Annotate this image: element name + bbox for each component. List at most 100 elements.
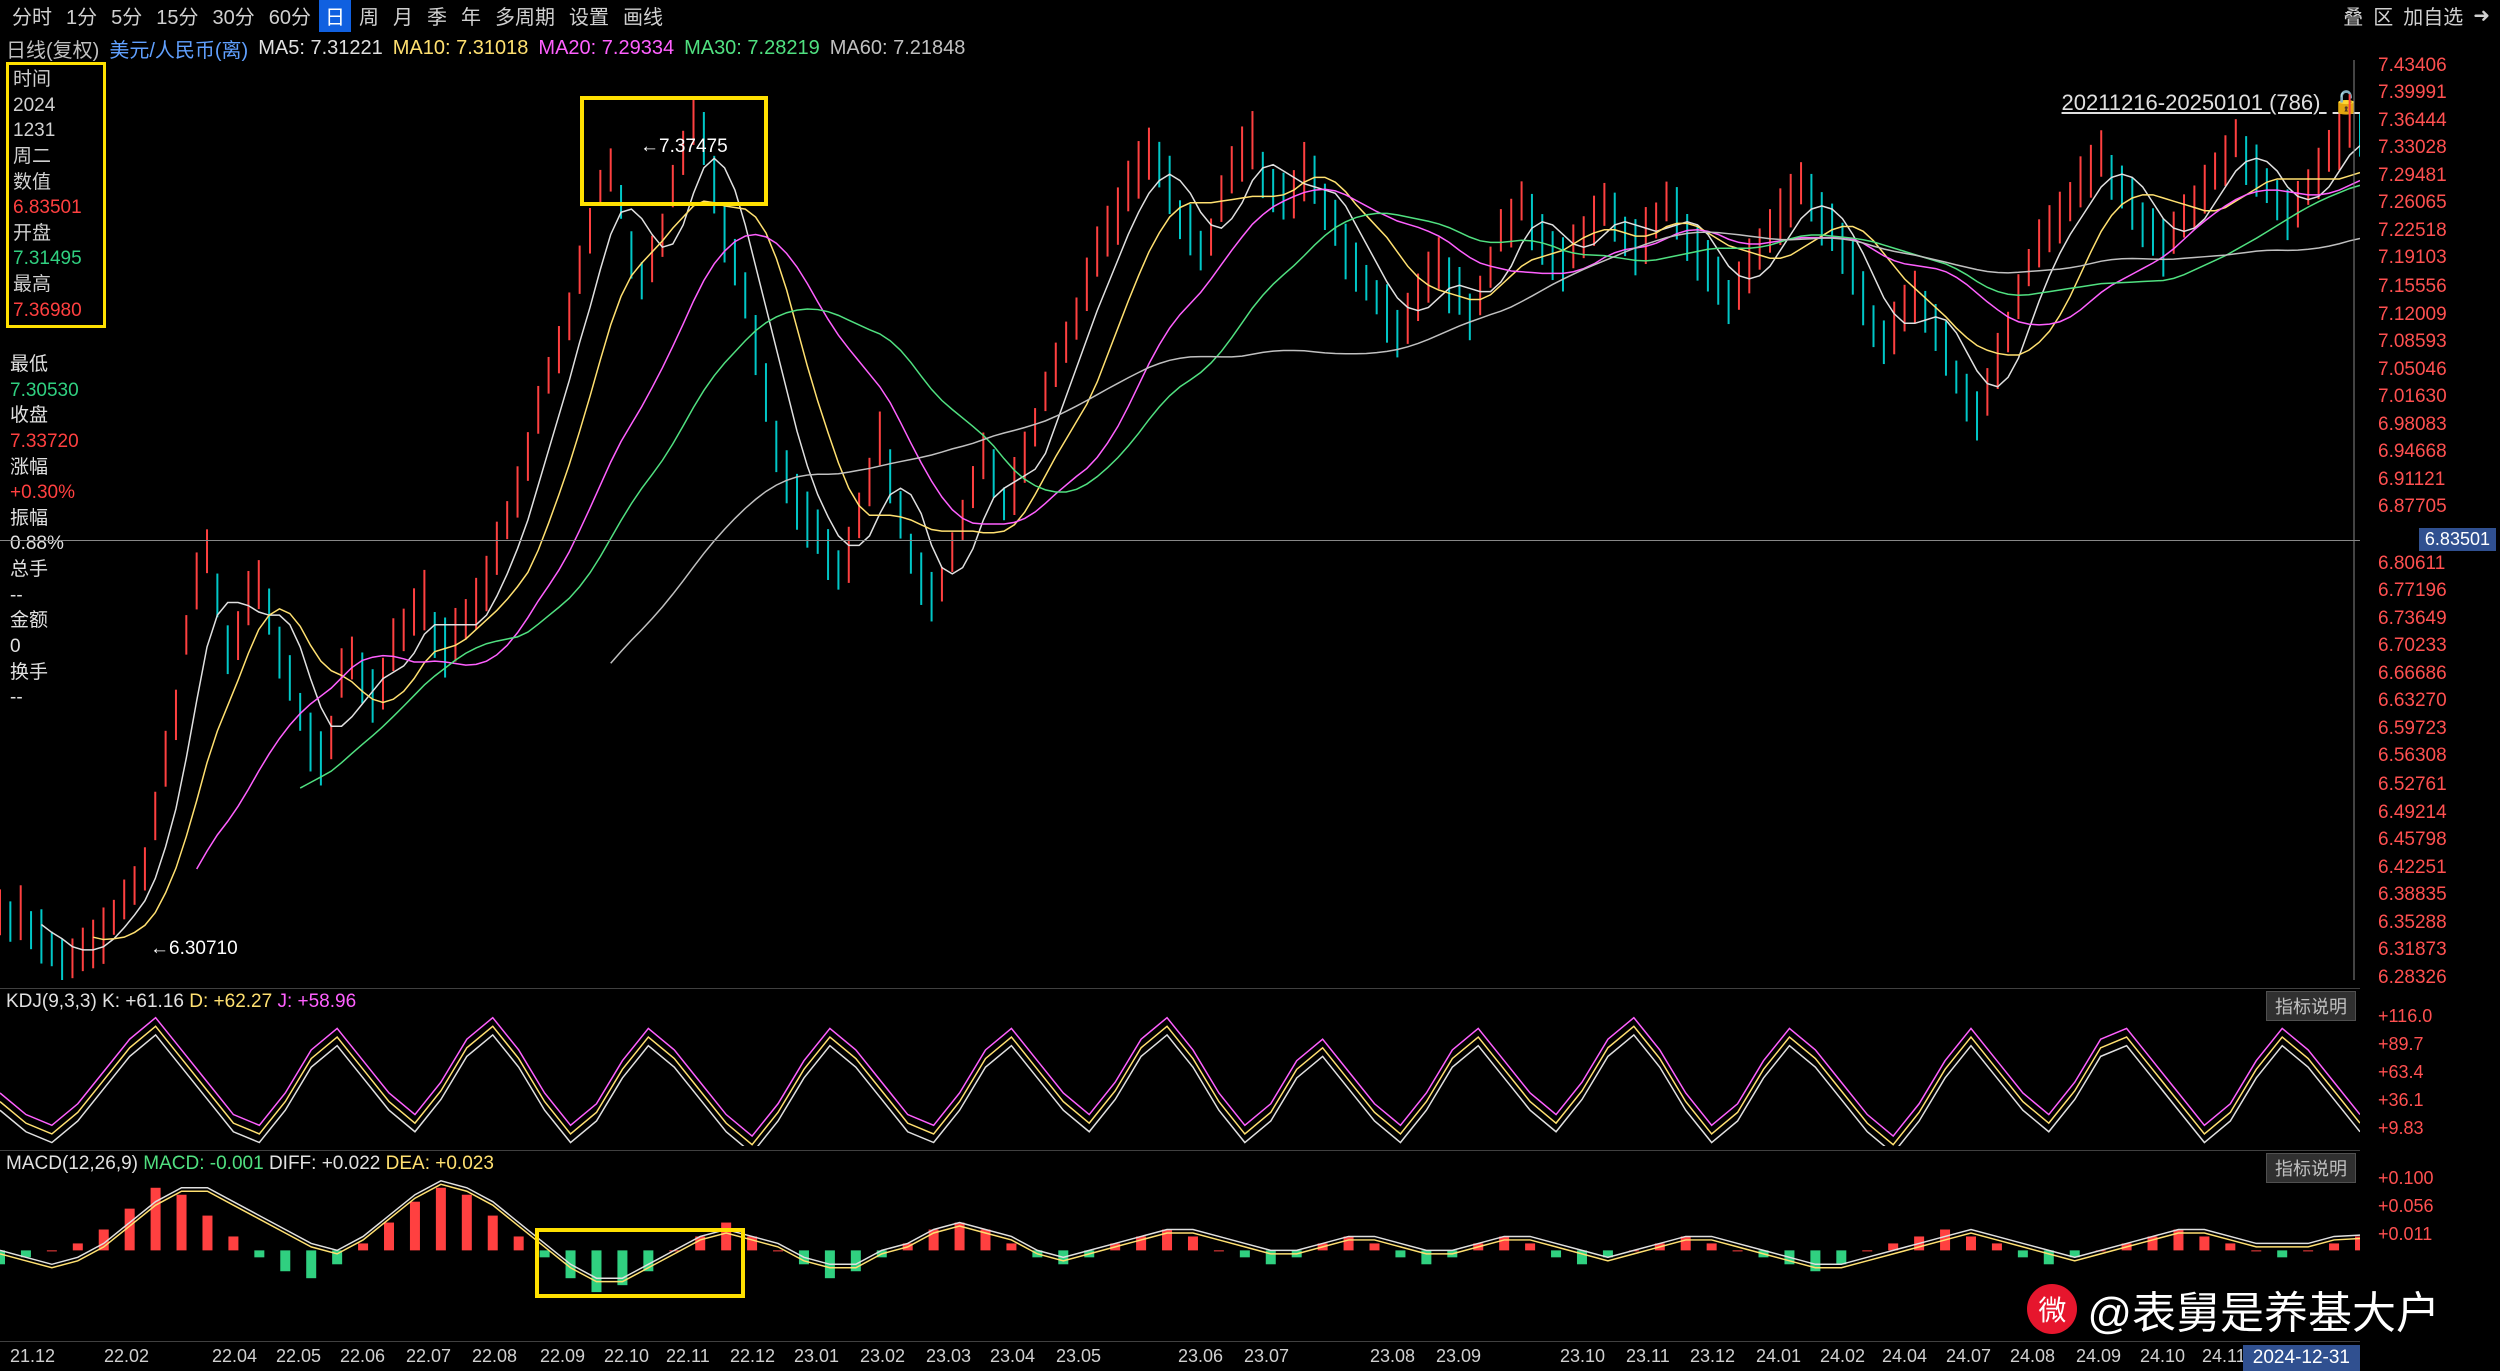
price-tick: 7.29481 xyxy=(2378,165,2447,187)
price-tick: 6.52761 xyxy=(2378,774,2447,796)
price-tick: 6.31873 xyxy=(2378,939,2447,961)
chart-header: 日线(复权) 美元/人民币(离) MA5: 7.31221 MA10: 7.31… xyxy=(6,34,965,63)
crosshair-date: 2024-12-31 xyxy=(2243,1345,2360,1371)
x-tick: 24.10 xyxy=(2140,1346,2185,1367)
x-tick: 23.10 xyxy=(1560,1346,1605,1367)
price-tick: 6.56308 xyxy=(2378,745,2447,767)
price-chart[interactable] xyxy=(0,60,2360,980)
price-annotation: ←6.30710 xyxy=(150,938,238,960)
x-tick: 22.05 xyxy=(276,1346,321,1367)
x-tick: 22.06 xyxy=(340,1346,385,1367)
x-tick: 23.01 xyxy=(794,1346,839,1367)
price-tick: 6.59723 xyxy=(2378,718,2447,740)
timeframe-画线[interactable]: 画线 xyxy=(617,0,669,32)
weibo-icon: 微 xyxy=(2027,1284,2077,1334)
timeframe-日[interactable]: 日 xyxy=(319,0,351,32)
kdj-panel[interactable]: KDJ(9,3,3) K: +61.16 D: +62.27 J: +58.96… xyxy=(0,988,2360,1146)
price-tick: 7.15556 xyxy=(2378,276,2447,298)
x-tick: 23.11 xyxy=(1626,1346,1670,1367)
timeframe-15分[interactable]: 15分 xyxy=(150,0,204,32)
crosshair-horizontal xyxy=(0,540,2360,541)
x-tick: 22.12 xyxy=(730,1346,775,1367)
kdj-tick: +36.1 xyxy=(2378,1090,2424,1111)
x-tick: 22.07 xyxy=(406,1346,451,1367)
price-tick: 7.43406 xyxy=(2378,55,2447,77)
macd-tick: +0.056 xyxy=(2378,1196,2434,1217)
x-tick: 23.07 xyxy=(1244,1346,1289,1367)
price-tick: 7.36444 xyxy=(2378,110,2447,132)
price-tick: 7.01630 xyxy=(2378,386,2447,408)
x-tick: 23.08 xyxy=(1370,1346,1415,1367)
x-tick: 24.04 xyxy=(1882,1346,1927,1367)
x-axis: 21.1222.0222.0422.0522.0622.0722.0822.09… xyxy=(0,1341,2360,1371)
price-tick: 6.87705 xyxy=(2378,496,2447,518)
x-tick: 24.09 xyxy=(2076,1346,2121,1367)
timeframe-设置[interactable]: 设置 xyxy=(563,0,615,32)
x-tick: 23.09 xyxy=(1436,1346,1481,1367)
price-tick: 7.08593 xyxy=(2378,331,2447,353)
toolbar-区[interactable]: 区 xyxy=(2373,1,2393,30)
weibo-watermark: 微 @表舅是养基大户 xyxy=(2027,1277,2440,1341)
macd-panel[interactable]: MACD(12,26,9) MACD: -0.001 DIFF: +0.022 … xyxy=(0,1150,2360,1310)
price-tick: 7.12009 xyxy=(2378,304,2447,326)
macd-tick: +0.100 xyxy=(2378,1168,2434,1189)
toolbar-叠[interactable]: 叠 xyxy=(2343,1,2363,30)
x-tick: 24.02 xyxy=(1820,1346,1865,1367)
price-tick: 6.94668 xyxy=(2378,441,2447,463)
timeframe-分时[interactable]: 分时 xyxy=(6,0,58,32)
x-tick: 24.07 xyxy=(1946,1346,1991,1367)
price-tick: 6.49214 xyxy=(2378,802,2447,824)
timeframe-1分[interactable]: 1分 xyxy=(60,0,103,32)
timeframe-5分[interactable]: 5分 xyxy=(105,0,148,32)
x-tick: 22.10 xyxy=(604,1346,649,1367)
x-tick: 23.02 xyxy=(860,1346,905,1367)
price-tick: 6.91121 xyxy=(2378,469,2445,491)
timeframe-月[interactable]: 月 xyxy=(387,0,419,32)
toolbar-加自选[interactable]: 加自选 xyxy=(2403,1,2463,30)
price-y-axis: 7.434067.399917.364447.330287.294817.260… xyxy=(2370,60,2500,980)
x-tick: 22.04 xyxy=(212,1346,257,1367)
price-tick: 7.39991 xyxy=(2378,82,2447,104)
price-tick: 6.28326 xyxy=(2378,967,2447,989)
price-tick: 6.77196 xyxy=(2378,580,2447,602)
toolbar-right: 叠区加自选 ➜ xyxy=(2343,0,2490,30)
x-tick: 23.12 xyxy=(1690,1346,1735,1367)
x-tick: 22.11 xyxy=(666,1346,710,1367)
price-tick: 6.42251 xyxy=(2378,857,2447,879)
x-tick: 24.01 xyxy=(1756,1346,1801,1367)
timeframe-周[interactable]: 周 xyxy=(353,0,385,32)
price-tick: 7.26065 xyxy=(2378,192,2447,214)
price-tick: 6.70233 xyxy=(2378,635,2447,657)
x-tick: 23.05 xyxy=(1056,1346,1101,1367)
x-tick: 22.09 xyxy=(540,1346,585,1367)
macd-tick: +0.011 xyxy=(2378,1224,2432,1245)
timeframe-多周期[interactable]: 多周期 xyxy=(489,0,561,32)
timeframe-季[interactable]: 季 xyxy=(421,0,453,32)
timeframe-30分[interactable]: 30分 xyxy=(207,0,261,32)
crosshair-price: 6.83501 xyxy=(2419,528,2496,551)
kdj-chart xyxy=(0,989,2360,1146)
chart-symbol: 美元/人民币(离) xyxy=(109,34,248,63)
price-tick: 6.98083 xyxy=(2378,414,2447,436)
x-tick: 23.03 xyxy=(926,1346,971,1367)
price-tick: 6.38835 xyxy=(2378,884,2447,906)
kdj-tick: +63.4 xyxy=(2378,1062,2424,1083)
kdj-tick: +89.7 xyxy=(2378,1034,2424,1055)
price-tick: 7.05046 xyxy=(2378,359,2447,381)
ma30-label: MA30: 7.28219 xyxy=(684,37,820,60)
price-tick: 7.33028 xyxy=(2378,137,2447,159)
price-tick: 6.35288 xyxy=(2378,912,2447,934)
price-tick: 7.22518 xyxy=(2378,220,2447,242)
x-tick: 21.12 xyxy=(10,1346,55,1367)
price-annotation: ←7.37475 xyxy=(640,136,728,158)
timeframe-60分[interactable]: 60分 xyxy=(263,0,317,32)
ma5-label: MA5: 7.31221 xyxy=(258,37,383,60)
x-tick: 24.08 xyxy=(2010,1346,2055,1367)
chart-title: 日线(复权) xyxy=(6,34,99,63)
timeframe-toolbar: 分时1分5分15分30分60分日周月季年多周期设置画线 xyxy=(6,0,669,30)
timeframe-年[interactable]: 年 xyxy=(455,0,487,32)
kdj-y-axis: +116.0+89.7+63.4+36.1+9.83 xyxy=(2370,988,2500,1146)
kdj-tick: +116.0 xyxy=(2378,1006,2432,1027)
price-tick: 6.45798 xyxy=(2378,829,2447,851)
export-icon[interactable]: ➜ xyxy=(2473,3,2490,28)
